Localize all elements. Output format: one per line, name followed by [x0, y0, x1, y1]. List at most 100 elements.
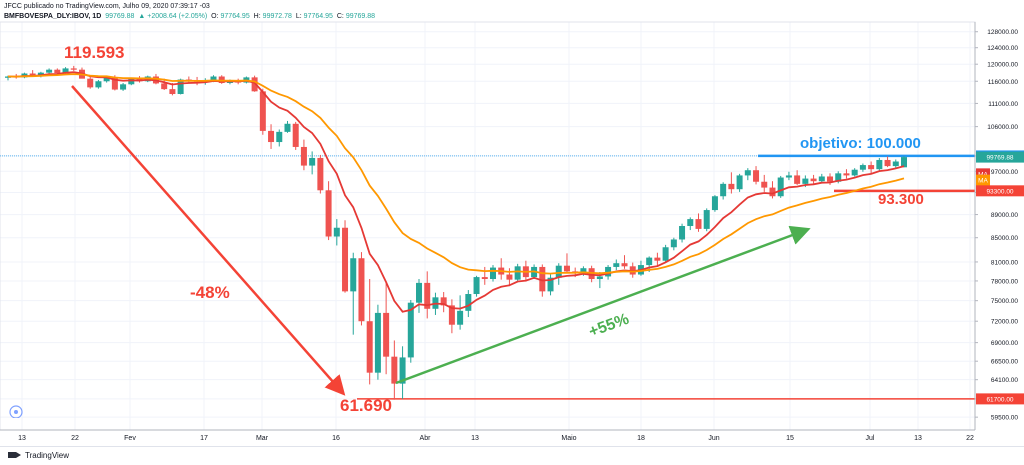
candle — [761, 174, 768, 192]
x-tick-label: 22 — [71, 435, 79, 442]
candle-body — [646, 257, 653, 266]
candle-body — [473, 277, 480, 295]
x-tick-label: 13 — [18, 435, 26, 442]
y-tick-label: 69000.00 — [991, 340, 1018, 347]
drop-annotation: -48% — [190, 283, 230, 302]
candle-body — [695, 219, 702, 229]
candle-body — [901, 157, 907, 168]
candle-body — [300, 146, 307, 166]
candles-group — [5, 65, 907, 400]
candle-body — [128, 78, 135, 85]
candle — [440, 292, 447, 313]
candle-body — [744, 170, 751, 176]
candle — [46, 68, 53, 74]
candle — [859, 163, 866, 172]
candle — [448, 299, 455, 334]
open-label: O: — [211, 13, 219, 20]
candle-body — [161, 83, 168, 90]
candle-body — [876, 159, 883, 170]
candle-body — [276, 131, 283, 143]
y-tick-label: 116000.00 — [988, 79, 1019, 86]
candle-body — [325, 190, 332, 237]
candle — [342, 220, 349, 293]
candle-body — [489, 267, 496, 280]
candle-body — [37, 72, 44, 76]
price-chart[interactable]: 119.593 61.690 -48% +55% objetivo: 100.0… — [0, 0, 1024, 446]
y-tick-label: 89000.00 — [991, 212, 1018, 219]
candle — [555, 263, 562, 285]
candle-body — [54, 69, 61, 74]
target-annotation: objetivo: 100.000 — [800, 135, 921, 152]
brand-label: TradingView — [25, 450, 70, 460]
y-tick-label: 75000.00 — [991, 298, 1018, 305]
x-tick-label: Mar — [256, 435, 269, 442]
candle — [358, 252, 365, 326]
candle-body — [46, 69, 53, 73]
candle — [465, 290, 472, 318]
candle — [350, 252, 357, 335]
candle-body — [613, 263, 620, 267]
y-axis-bg — [975, 22, 1024, 446]
candle-body — [818, 176, 825, 182]
candle-body — [440, 297, 447, 306]
support-annotation: 93.300 — [878, 191, 924, 208]
candle — [818, 173, 825, 183]
candle-body — [662, 247, 669, 261]
candle-body — [794, 175, 801, 184]
x-tick-label: 13 — [914, 435, 922, 442]
candle-body — [481, 277, 488, 280]
candle-body — [827, 176, 834, 182]
candle — [514, 263, 521, 283]
last-price-tag — [976, 151, 1024, 163]
up-trend-arrow — [395, 225, 811, 385]
candle — [473, 275, 480, 297]
candle — [268, 124, 275, 149]
candle — [777, 175, 784, 198]
candle — [711, 195, 718, 212]
candle-body — [835, 173, 842, 182]
candle-body — [358, 258, 365, 322]
rise-annotation: +55% — [587, 311, 632, 341]
candle-body — [391, 356, 398, 384]
candle-body — [169, 89, 176, 94]
candle — [70, 65, 77, 71]
down-trend-arrow — [71, 85, 346, 396]
x-tick-label: 16 — [332, 435, 340, 442]
candle-body — [284, 123, 291, 132]
candle-body — [333, 227, 340, 237]
candle — [416, 279, 423, 313]
candle-body — [292, 123, 299, 147]
candle-body — [457, 310, 464, 325]
y-tick-label: 59500.00 — [991, 415, 1018, 422]
x-tick-label: 18 — [637, 435, 645, 442]
chart-grid — [0, 22, 975, 430]
candle — [843, 169, 850, 179]
candle — [54, 68, 61, 74]
symbol-label[interactable]: BMFBOVESPA_DLY:IBOV, 1D — [4, 13, 102, 20]
tradingview-brand[interactable]: TradingView — [8, 450, 69, 460]
candle-body — [465, 294, 472, 311]
candle — [309, 151, 316, 175]
candle — [728, 172, 735, 194]
candle — [457, 295, 464, 330]
low-price-tag — [976, 393, 1024, 405]
candle-body — [383, 312, 390, 357]
chart-header: JFCC publicado no TradingView.com, Julho… — [4, 2, 377, 22]
candle — [794, 170, 801, 185]
ma-slow-line — [7, 73, 905, 275]
ma-slow-tag — [976, 174, 990, 186]
candle — [300, 139, 307, 171]
candle — [259, 88, 266, 135]
candle — [810, 174, 817, 185]
candle-body — [728, 183, 735, 190]
candle — [744, 168, 751, 181]
y-tick-label: 78000.00 — [991, 278, 1018, 285]
candle — [284, 120, 291, 133]
candle — [333, 219, 340, 246]
candle-body — [563, 265, 570, 272]
candle-body — [884, 159, 891, 167]
candle — [489, 265, 496, 282]
candle-body — [555, 265, 562, 278]
candle — [498, 258, 505, 280]
y-tick-label: 72000.00 — [991, 319, 1018, 326]
